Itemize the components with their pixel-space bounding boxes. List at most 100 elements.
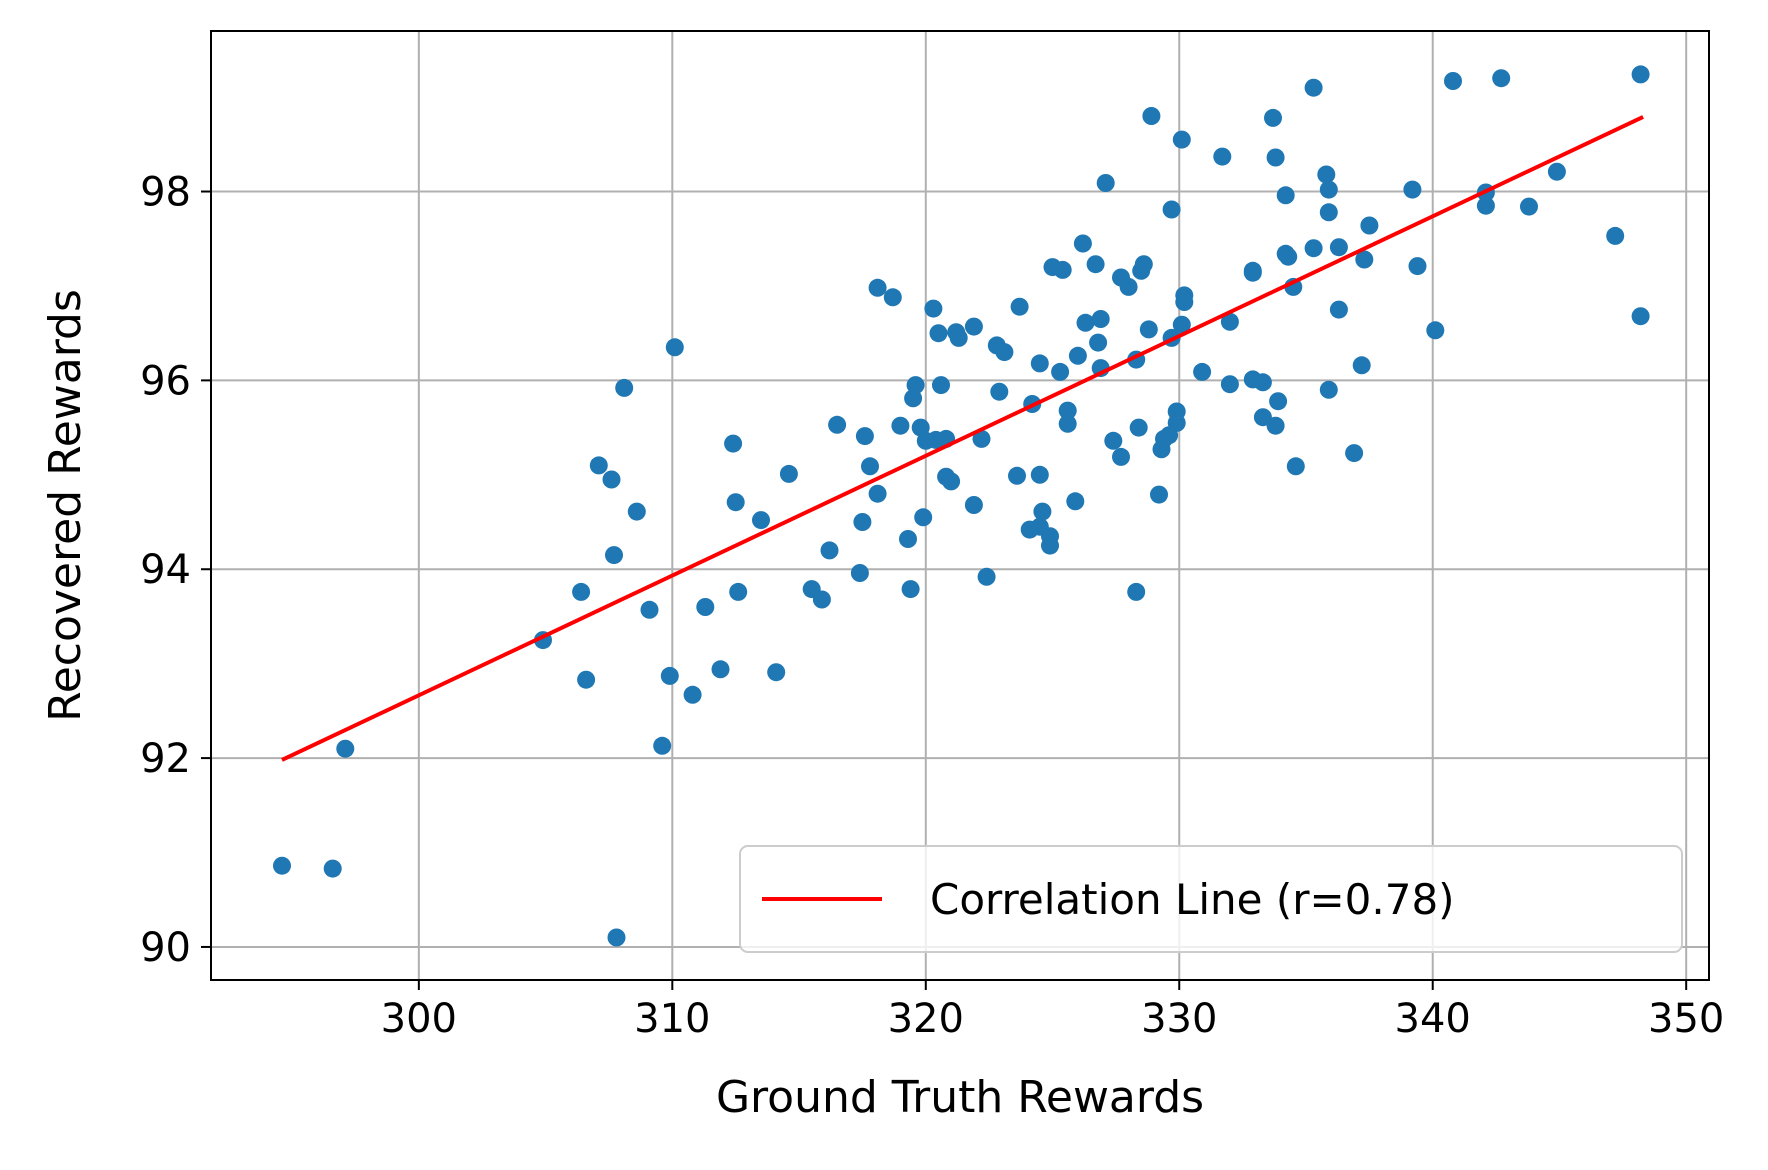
- data-point: [914, 508, 933, 527]
- data-point: [729, 582, 748, 601]
- data-point: [977, 567, 996, 586]
- data-point: [1220, 375, 1239, 394]
- data-point: [726, 493, 745, 512]
- data-point: [1175, 293, 1194, 311]
- data-point: [1266, 148, 1285, 167]
- data-point: [607, 928, 626, 947]
- data-point: [850, 564, 869, 582]
- legend-label: Correlation Line (r=0.78): [930, 875, 1455, 924]
- data-point: [964, 496, 983, 514]
- data-point: [572, 582, 591, 601]
- correlation-line: [281, 115, 1644, 762]
- data-point: [1476, 196, 1495, 215]
- data-point: [1444, 72, 1462, 90]
- data-point: [1193, 362, 1212, 381]
- axis-ticks: 300 310 320 330 340 350 90 92 94 96 98: [140, 170, 1724, 1042]
- y-tick-label: 92: [140, 736, 191, 782]
- data-point: [1172, 130, 1191, 149]
- y-tick-label: 90: [140, 925, 191, 971]
- data-point: [1276, 186, 1295, 205]
- data-point: [1520, 197, 1538, 216]
- data-point: [1041, 527, 1059, 546]
- data-point: [1150, 485, 1168, 504]
- data-point: [779, 464, 798, 483]
- data-point: [1073, 234, 1092, 253]
- data-point: [901, 580, 920, 599]
- plot-frame: [210, 30, 1710, 981]
- data-point: [1058, 414, 1077, 433]
- data-point: [855, 427, 874, 446]
- data-point: [1068, 346, 1087, 365]
- data-point: [602, 470, 621, 489]
- data-point: [1112, 447, 1130, 466]
- data-point: [1329, 300, 1348, 319]
- data-point: [929, 324, 948, 343]
- data-point: [1403, 180, 1422, 199]
- x-tick-label: 350: [1648, 996, 1724, 1042]
- data-point: [1162, 200, 1181, 219]
- legend: Correlation Line (r=0.78): [739, 845, 1683, 953]
- data-point: [1631, 307, 1650, 326]
- data-point: [949, 328, 968, 347]
- correlation-line-layer: [281, 115, 1644, 762]
- x-tick-label: 310: [634, 996, 710, 1042]
- data-point: [1058, 401, 1077, 420]
- data-point: [883, 288, 902, 307]
- data-point: [1053, 260, 1072, 279]
- data-point: [964, 317, 983, 336]
- data-point: [924, 299, 943, 318]
- data-point: [323, 859, 342, 878]
- data-point: [696, 598, 715, 616]
- data-point: [828, 415, 847, 434]
- data-point: [1172, 315, 1191, 334]
- data-point: [812, 590, 831, 609]
- data-point: [1066, 492, 1085, 511]
- y-axis-title: Recovered Rewards: [40, 289, 91, 722]
- data-point: [336, 739, 355, 758]
- x-tick-label: 300: [381, 996, 457, 1042]
- data-point: [1264, 108, 1282, 127]
- data-point: [972, 429, 991, 448]
- data-point: [1319, 180, 1338, 199]
- data-point: [942, 472, 961, 491]
- y-tick-label: 96: [140, 358, 191, 404]
- data-point: [605, 546, 623, 565]
- legend-box: [739, 845, 1683, 953]
- data-point: [1631, 65, 1650, 84]
- data-point: [891, 416, 910, 435]
- data-point: [724, 434, 743, 453]
- data-point: [1286, 457, 1305, 476]
- data-point: [1142, 107, 1161, 125]
- data-point: [853, 513, 872, 531]
- data-point: [1167, 402, 1186, 421]
- data-point: [1096, 174, 1115, 192]
- data-point: [1304, 239, 1323, 258]
- data-point: [1243, 263, 1262, 282]
- data-point: [653, 736, 672, 755]
- data-point: [683, 685, 702, 704]
- data-point: [1266, 416, 1285, 435]
- data-point: [1213, 147, 1232, 166]
- data-point: [1033, 502, 1052, 521]
- data-point: [995, 343, 1014, 362]
- x-tick-label: 320: [888, 996, 964, 1042]
- data-point: [1134, 255, 1153, 274]
- data-point: [1104, 431, 1123, 450]
- data-point: [627, 502, 646, 521]
- data-point: [1129, 418, 1148, 437]
- x-tick-label: 330: [1141, 996, 1217, 1042]
- data-point: [868, 278, 887, 297]
- data-point: [1329, 238, 1348, 257]
- data-point: [1127, 582, 1146, 601]
- data-point: [1119, 277, 1138, 296]
- data-point: [1091, 310, 1110, 328]
- data-point: [906, 376, 925, 395]
- data-point: [1220, 312, 1239, 331]
- data-point: [1086, 255, 1105, 274]
- data-point: [767, 663, 786, 682]
- data-point: [861, 457, 879, 476]
- data-point: [1355, 250, 1374, 269]
- data-points: [273, 65, 1650, 947]
